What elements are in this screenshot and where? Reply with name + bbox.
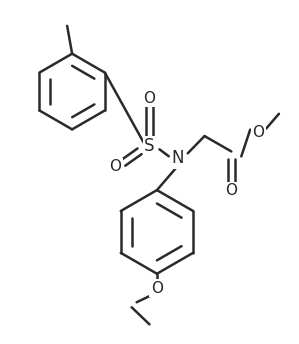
Text: O: O [109,159,121,174]
Text: N: N [172,149,184,167]
Text: O: O [252,125,264,140]
Text: O: O [225,183,237,198]
Text: S: S [144,137,155,155]
Text: O: O [151,281,163,296]
Text: O: O [144,91,155,106]
